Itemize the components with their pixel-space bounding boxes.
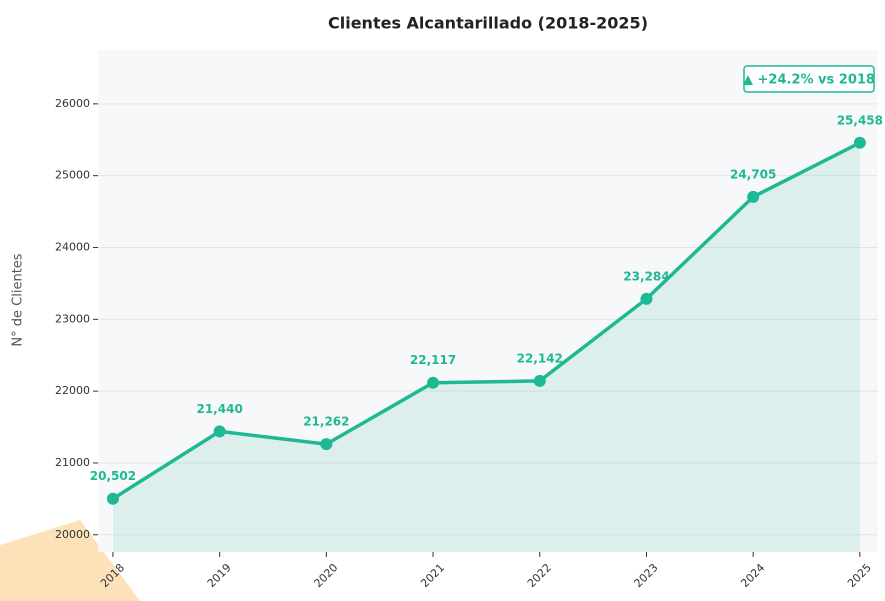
x-tick-label: 2020 [311,561,340,590]
value-label: 25,458 [837,113,883,127]
y-tick-label: 22000 [55,384,90,397]
value-label: 23,284 [623,269,669,283]
value-label: 20,502 [90,469,136,483]
point [427,376,440,389]
annotation-box [743,65,875,93]
x-tick-label: 2019 [205,561,234,590]
y-tick-label: 20000 [55,528,90,541]
point [533,374,546,387]
decoration [0,520,140,601]
y-tick-label: 26000 [55,97,90,110]
y-tick-label: 24000 [55,240,90,253]
y-tick-label: 23000 [55,312,90,325]
x-tick-label: 2025 [845,561,874,590]
y-axis-label: N° de Clientes [11,253,26,346]
point [213,425,226,438]
point [853,136,866,149]
value-label: 22,117 [410,353,456,367]
chart-title: Clientes Alcantarillado (2018-2025) [328,14,648,33]
x-tick-label: 2022 [525,561,554,590]
point [640,292,653,305]
plot-area [98,50,878,552]
value-label: 24,705 [730,167,776,181]
x-tick-label: 2023 [632,561,661,590]
value-label: 21,440 [196,402,242,416]
annotation: ▲ +24.2% vs 2018 [743,73,875,88]
point [747,190,760,203]
point [320,438,333,451]
value-label: 22,142 [517,351,563,365]
point [106,492,119,505]
value-label: 21,262 [303,415,349,429]
area [112,142,860,552]
x-tick-label: 2021 [418,561,447,590]
y-tick-label: 21000 [55,456,90,469]
y-tick-label: 25000 [55,169,90,182]
line [112,141,861,501]
x-tick-label: 2024 [738,561,767,590]
